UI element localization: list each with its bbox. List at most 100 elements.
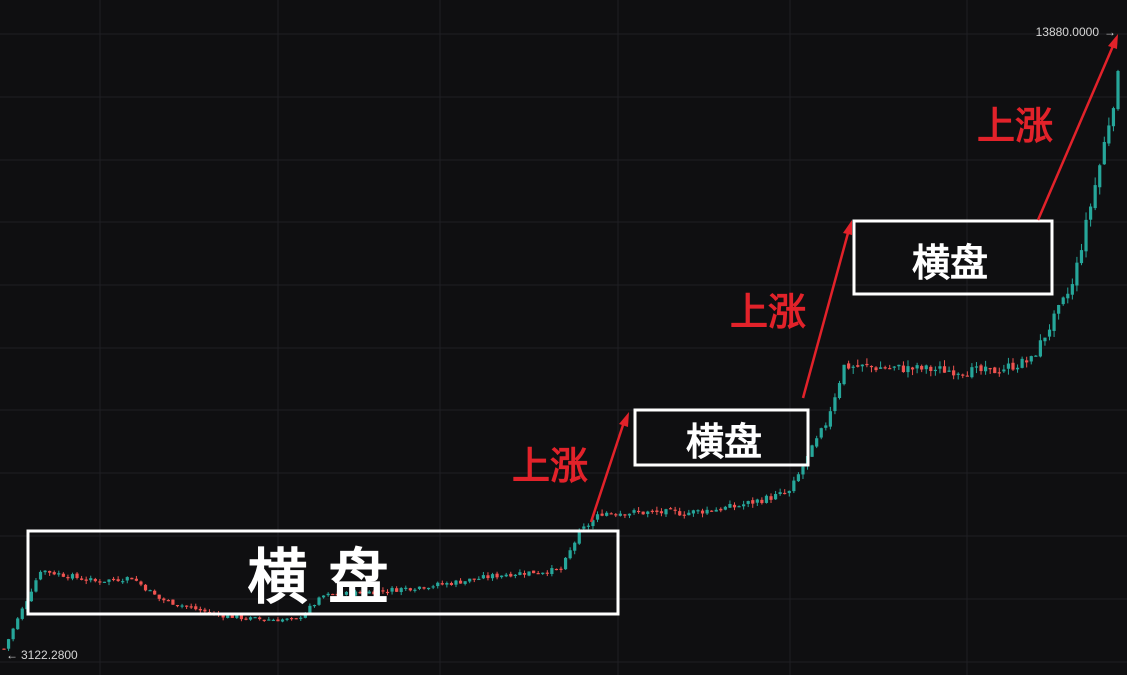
candle-up [632, 510, 636, 513]
candle-down [372, 591, 376, 595]
candle-up [970, 367, 974, 378]
candle-down [700, 510, 705, 514]
candle-up [728, 503, 732, 508]
candle-down [75, 573, 79, 578]
candle-down [888, 368, 892, 370]
candle-up [755, 499, 759, 503]
candle-up [390, 587, 394, 592]
candle-up [367, 591, 371, 594]
candle-down [221, 614, 225, 618]
candle-up [490, 574, 495, 579]
candle-up [550, 568, 554, 575]
candle-down [363, 592, 367, 595]
candle-up [235, 614, 239, 618]
candle-up [924, 365, 928, 370]
candle-up [34, 580, 38, 592]
candle-down [111, 578, 116, 581]
candle-down [116, 579, 120, 582]
candle-up [477, 578, 481, 581]
candle-down [869, 365, 874, 368]
candle-up [102, 581, 107, 583]
candle-up [906, 366, 910, 373]
candle-down [965, 375, 969, 377]
candle-up [253, 617, 257, 619]
candle-up [573, 542, 577, 551]
candle-up [481, 575, 485, 579]
candle-down [157, 594, 161, 599]
candle-down [979, 365, 983, 372]
candle-up [773, 494, 778, 500]
candle-down [554, 568, 559, 571]
candle-down [381, 590, 385, 592]
candle-up [568, 550, 572, 559]
candle-down [719, 508, 723, 511]
candle-down [1025, 360, 1029, 363]
candle-up [70, 574, 75, 579]
candle-down [472, 578, 476, 580]
candle-up [500, 575, 504, 578]
candle-down [668, 508, 673, 510]
candle-down [84, 579, 88, 581]
candle-down [230, 615, 234, 618]
candle-up [933, 369, 937, 372]
candle-up [764, 495, 769, 503]
consolidation-label-3: 横盘 [912, 241, 988, 285]
candle-down [997, 372, 1001, 374]
candle-down [294, 618, 298, 620]
candle-up [705, 509, 709, 514]
candle-down [659, 511, 664, 514]
candle-up [983, 366, 988, 372]
candle-up [271, 619, 275, 622]
candle-down [783, 492, 787, 495]
candle-down [545, 572, 549, 574]
candle-up [38, 571, 43, 580]
rise-label-3: 上涨 [977, 104, 1053, 148]
candle-up [605, 512, 609, 516]
candle-up [897, 364, 901, 367]
candle-up [824, 425, 828, 428]
candle-up [892, 366, 896, 368]
candle-up [851, 366, 855, 368]
rise-label-2: 上涨 [730, 290, 806, 334]
candle-down [942, 366, 947, 373]
candle-up [1015, 367, 1020, 370]
candle-down [865, 363, 869, 366]
candle-down [929, 366, 933, 371]
candle-up [691, 510, 696, 514]
candle-up [687, 512, 691, 516]
candle-up [1034, 355, 1038, 357]
candle-down [143, 584, 148, 591]
candle-up [20, 608, 24, 619]
candle-down [262, 619, 266, 621]
candle-up [285, 618, 289, 620]
candle-up [742, 504, 746, 507]
candle-down [874, 367, 878, 371]
candle-up [586, 525, 590, 527]
candle-up [1002, 369, 1006, 372]
candle-up [1102, 141, 1106, 165]
candle-down [189, 606, 193, 608]
candle-up [43, 570, 47, 573]
candle-down [203, 609, 207, 612]
max-price-arrow-icon: → [1104, 25, 1116, 39]
candle-down [185, 605, 189, 607]
candle-up [737, 506, 741, 508]
candle-up [344, 591, 349, 595]
candle-down [335, 593, 339, 596]
candle-down [440, 583, 444, 585]
candle-down [349, 592, 353, 596]
candle-up [29, 591, 33, 602]
candle-up [148, 590, 152, 592]
candle-down [458, 580, 463, 584]
min-price-label: 3122.2800 [21, 648, 78, 662]
candle-up [1006, 363, 1011, 369]
candle-down [847, 363, 851, 369]
candle-down [171, 599, 175, 605]
candle-down [61, 573, 65, 577]
candle-up [1038, 340, 1042, 357]
candle-up [746, 501, 750, 504]
candle-down [153, 590, 157, 595]
candle-up [299, 617, 303, 619]
candle-down [655, 510, 659, 513]
